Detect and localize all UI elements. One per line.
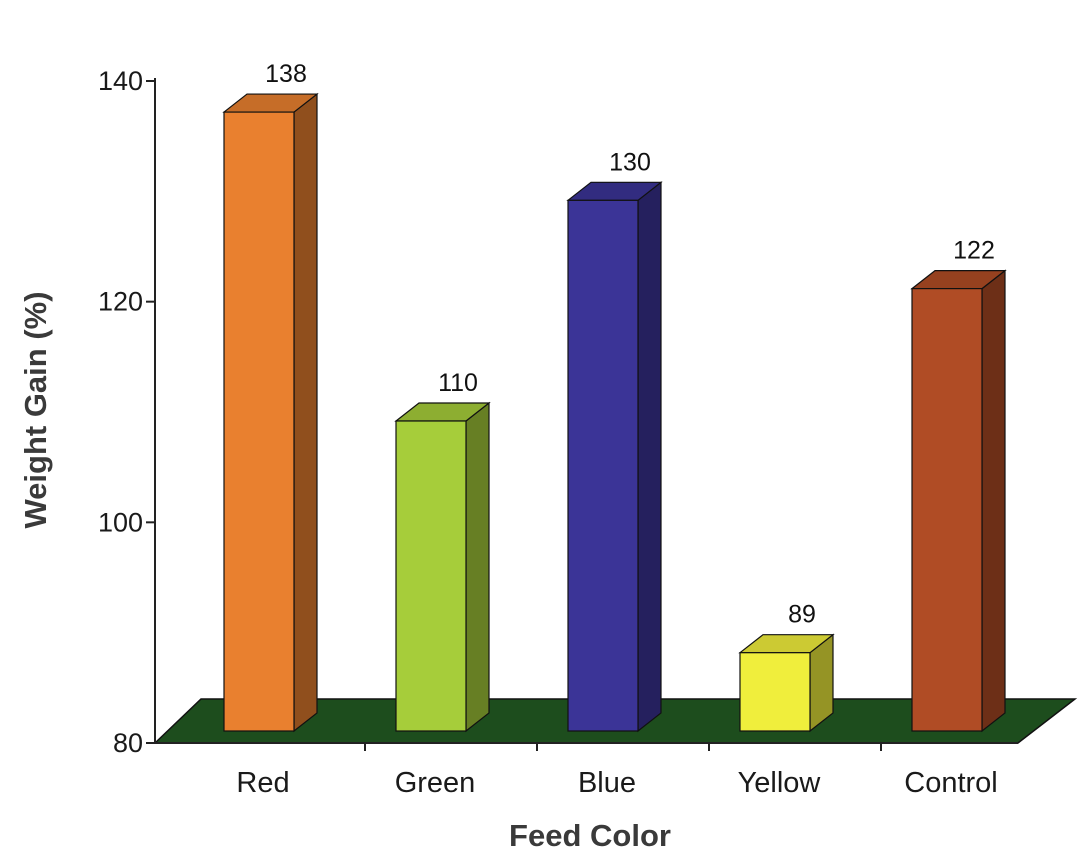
- bar-side: [637, 181, 662, 733]
- bar: [738, 633, 835, 733]
- y-tick-label: 80: [113, 728, 143, 758]
- y-tick-label: 120: [98, 287, 143, 317]
- y-tick-label: 140: [98, 66, 143, 96]
- bar-value-label: 89: [788, 601, 816, 629]
- bar-side: [293, 92, 318, 733]
- bar-value-label: 122: [953, 237, 995, 265]
- bar: [394, 401, 491, 733]
- bar-layer: [222, 92, 1007, 733]
- bar-value-label: 110: [438, 369, 478, 397]
- label-layer: 138 Red 110 Green 130 Blue 89 Yellow 122 Control: [236, 60, 997, 799]
- bar-value-label: 130: [609, 148, 651, 176]
- bar-front: [911, 288, 983, 732]
- x-axis-title: Feed Color: [509, 818, 671, 853]
- bar-front: [223, 111, 295, 732]
- x-tick-label: Yellow: [738, 767, 822, 799]
- y-axis-title: Weight Gain (%): [18, 291, 53, 528]
- bar-side: [465, 401, 490, 733]
- bar-front: [395, 420, 467, 732]
- bar-value-label: 138: [265, 60, 307, 88]
- y-tick-label: 100: [98, 507, 143, 537]
- x-tick-label: Control: [904, 767, 998, 799]
- bar: [222, 92, 319, 733]
- x-tick-label: Green: [395, 767, 476, 799]
- bar: [910, 269, 1007, 733]
- bar-front: [739, 652, 811, 732]
- x-tick-label: Blue: [578, 767, 636, 799]
- bar-side: [981, 269, 1006, 733]
- x-tick-label: Red: [236, 767, 289, 799]
- axis-layer: 80 100 120 140: [98, 66, 1018, 758]
- bar-front: [567, 199, 639, 732]
- bar: [566, 181, 663, 733]
